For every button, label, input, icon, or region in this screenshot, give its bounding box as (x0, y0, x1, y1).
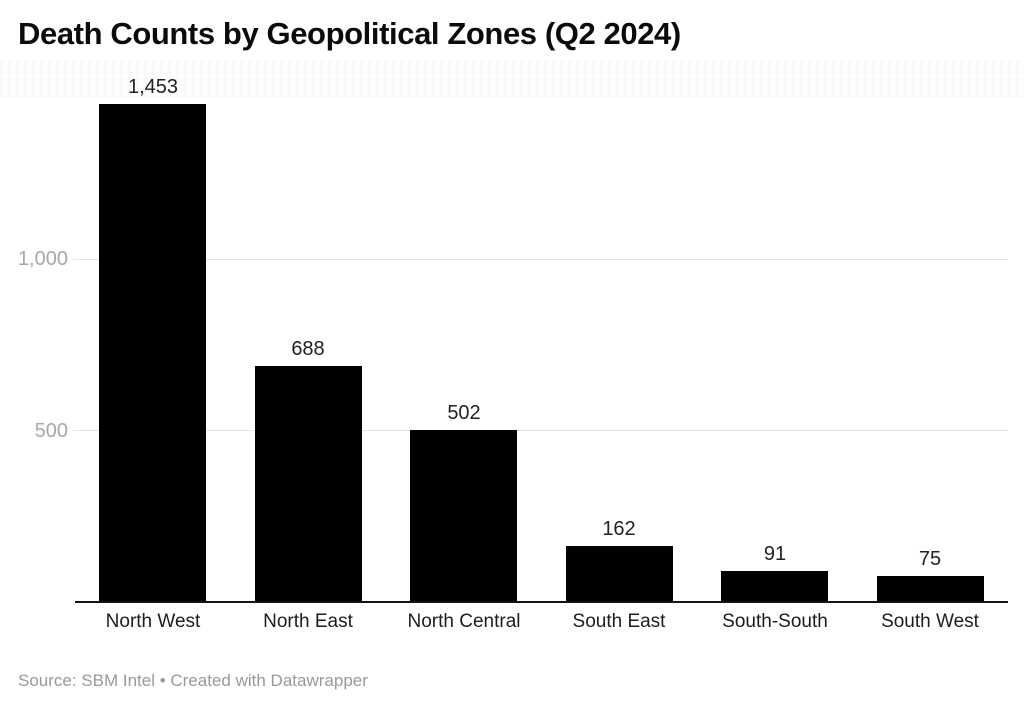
bar-south-west (877, 576, 984, 602)
value-label: 162 (602, 518, 636, 540)
category-label: South-South (722, 611, 828, 632)
y-gridline-1000 (73, 258, 1008, 260)
bar-north-west (99, 104, 206, 602)
category-label: North West (105, 611, 201, 632)
source-note: Source: SBM Intel • Created with Datawra… (18, 671, 368, 690)
bar-south-east (566, 546, 673, 602)
y-tick-label-1000: 1,000 (17, 248, 68, 270)
x-axis-baseline (75, 601, 1008, 603)
bar-south-south (721, 571, 828, 602)
category-label: South East (572, 611, 666, 632)
value-label: 688 (291, 338, 325, 360)
value-label: 91 (763, 543, 787, 565)
y-tick-label-500: 500 (34, 419, 68, 442)
bar-north-east (255, 366, 362, 602)
category-label: North Central (407, 611, 521, 632)
value-label: 1,453 (127, 76, 179, 98)
category-label: North East (263, 611, 353, 632)
category-label: South West (881, 611, 979, 632)
value-label: 75 (918, 548, 942, 570)
bar-north-central (410, 430, 517, 602)
chart-title: Death Counts by Geopolitical Zones (Q2 2… (18, 16, 681, 51)
value-label: 502 (447, 402, 481, 424)
y-gridline-500 (73, 430, 1008, 431)
